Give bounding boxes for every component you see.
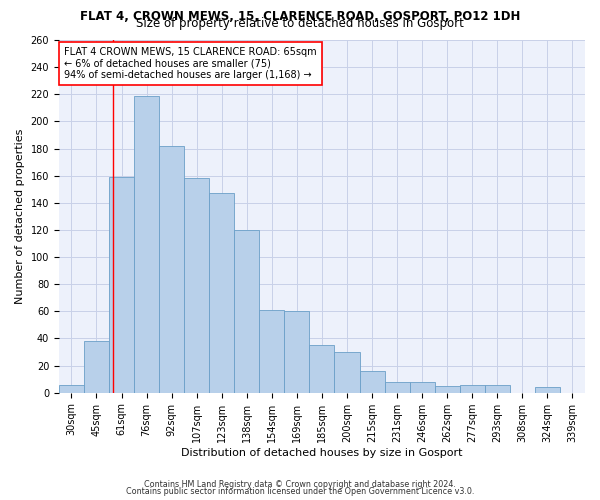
Bar xyxy=(460,384,485,392)
Bar xyxy=(59,384,84,392)
Text: Size of property relative to detached houses in Gosport: Size of property relative to detached ho… xyxy=(136,18,464,30)
Text: Contains HM Land Registry data © Crown copyright and database right 2024.: Contains HM Land Registry data © Crown c… xyxy=(144,480,456,489)
Text: Contains public sector information licensed under the Open Government Licence v3: Contains public sector information licen… xyxy=(126,487,474,496)
Bar xyxy=(359,371,385,392)
Bar xyxy=(485,384,510,392)
Bar xyxy=(334,352,359,393)
Bar xyxy=(535,388,560,392)
Text: FLAT 4, CROWN MEWS, 15, CLARENCE ROAD, GOSPORT, PO12 1DH: FLAT 4, CROWN MEWS, 15, CLARENCE ROAD, G… xyxy=(80,10,520,23)
Bar xyxy=(84,341,109,392)
Bar xyxy=(134,96,159,393)
Y-axis label: Number of detached properties: Number of detached properties xyxy=(15,128,25,304)
Bar xyxy=(184,178,209,392)
Bar xyxy=(159,146,184,392)
Text: FLAT 4 CROWN MEWS, 15 CLARENCE ROAD: 65sqm
← 6% of detached houses are smaller (: FLAT 4 CROWN MEWS, 15 CLARENCE ROAD: 65s… xyxy=(64,47,317,80)
Bar xyxy=(410,382,434,392)
Bar xyxy=(310,345,334,393)
Bar xyxy=(434,386,460,392)
Bar xyxy=(284,312,310,392)
Bar xyxy=(109,177,134,392)
X-axis label: Distribution of detached houses by size in Gosport: Distribution of detached houses by size … xyxy=(181,448,463,458)
Bar xyxy=(209,194,234,392)
Bar xyxy=(385,382,410,392)
Bar xyxy=(234,230,259,392)
Bar xyxy=(259,310,284,392)
